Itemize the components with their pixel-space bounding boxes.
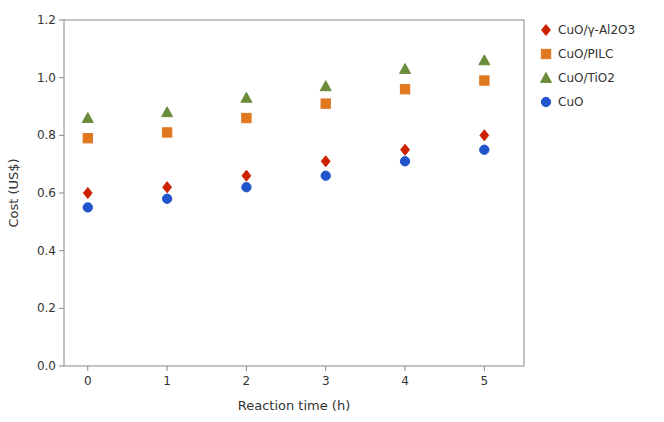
point bbox=[400, 157, 409, 166]
points bbox=[82, 55, 490, 212]
point bbox=[241, 92, 252, 102]
x-tick bbox=[405, 366, 406, 371]
legend-marker bbox=[541, 97, 550, 106]
y-tick bbox=[59, 77, 64, 78]
x-tick-label: 2 bbox=[243, 374, 251, 388]
point bbox=[400, 64, 411, 74]
y-tick bbox=[59, 366, 64, 367]
point bbox=[480, 76, 489, 85]
x-tick-label: 1 bbox=[163, 374, 171, 388]
y-tick bbox=[59, 193, 64, 194]
point bbox=[82, 113, 93, 123]
plot-frame bbox=[64, 20, 524, 366]
x-tick-label: 4 bbox=[401, 374, 409, 388]
x-tick bbox=[167, 366, 168, 371]
legend-marker bbox=[542, 25, 551, 36]
x-tick bbox=[246, 366, 247, 371]
point bbox=[83, 203, 92, 212]
legend-marker bbox=[541, 73, 552, 83]
point bbox=[320, 81, 331, 91]
point bbox=[400, 85, 409, 94]
point bbox=[321, 171, 330, 180]
point bbox=[321, 156, 330, 167]
y-tick-label: 0.6 bbox=[37, 186, 56, 200]
y-tick-label: 0.0 bbox=[37, 359, 56, 373]
y-tick-label: 1.2 bbox=[37, 13, 56, 27]
point bbox=[83, 134, 92, 143]
legend-label: CuO/TiO2 bbox=[558, 71, 615, 85]
x-tick bbox=[325, 366, 326, 371]
point bbox=[83, 188, 92, 199]
point bbox=[163, 182, 172, 193]
x-tick-label: 0 bbox=[84, 374, 92, 388]
y-tick-label: 1.0 bbox=[37, 71, 56, 85]
x-tick bbox=[484, 366, 485, 371]
x-axis-label: Reaction time (h) bbox=[238, 398, 350, 413]
legend-label: CuO bbox=[558, 95, 583, 109]
legend-label: CuO/γ-Al2O3 bbox=[558, 23, 635, 37]
y-tick-label: 0.4 bbox=[37, 244, 56, 258]
point bbox=[162, 128, 171, 137]
chart: 0.0 0.2 0.4 0.6 0.8 1.0 1.2 0 1 2 3 4 5 Reaction time… bbox=[0, 0, 664, 422]
y-tick bbox=[59, 20, 64, 21]
point bbox=[242, 183, 251, 192]
legend-marker bbox=[541, 49, 550, 58]
y-tick-label: 0.2 bbox=[37, 301, 56, 315]
point bbox=[242, 170, 251, 181]
point bbox=[479, 55, 490, 65]
point bbox=[480, 130, 489, 141]
x-tick bbox=[87, 366, 88, 371]
y-tick bbox=[59, 135, 64, 136]
point bbox=[162, 107, 173, 117]
point bbox=[242, 113, 251, 122]
legend-label: CuO/PILC bbox=[558, 47, 613, 61]
point bbox=[162, 194, 171, 203]
point bbox=[321, 99, 330, 108]
y-axis-label: Cost (US$) bbox=[6, 158, 21, 227]
x-tick-label: 3 bbox=[322, 374, 330, 388]
point bbox=[401, 144, 410, 155]
y-tick-label: 0.8 bbox=[37, 128, 56, 142]
x-tick-label: 5 bbox=[481, 374, 489, 388]
point bbox=[480, 145, 489, 154]
y-tick bbox=[59, 250, 64, 251]
y-tick bbox=[59, 308, 64, 309]
